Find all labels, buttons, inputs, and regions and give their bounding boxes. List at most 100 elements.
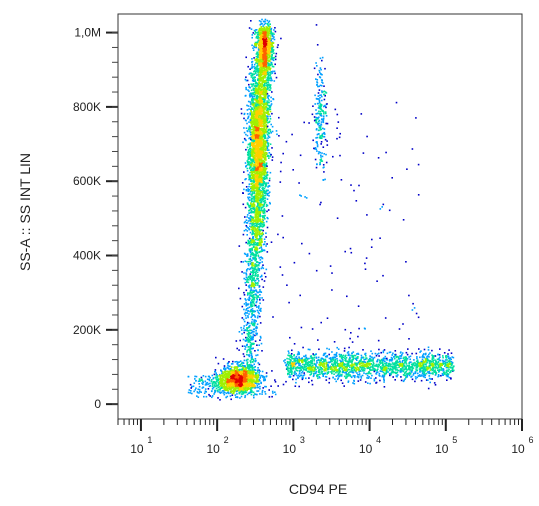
event-point xyxy=(248,292,251,295)
event-point xyxy=(256,217,259,219)
event-point xyxy=(247,154,250,157)
event-point xyxy=(264,62,267,65)
event-point xyxy=(268,120,271,123)
event-point xyxy=(222,358,225,360)
event-point xyxy=(258,114,261,117)
event-point xyxy=(246,280,248,282)
event-point xyxy=(252,189,255,191)
event-point xyxy=(249,68,251,70)
event-point xyxy=(250,76,253,78)
event-point xyxy=(263,197,266,199)
event-point xyxy=(246,202,249,204)
event-point xyxy=(249,297,251,300)
event-point xyxy=(253,324,255,327)
event-point xyxy=(255,252,258,254)
event-point xyxy=(248,212,251,214)
event-point xyxy=(262,116,264,118)
event-point xyxy=(261,36,263,39)
event-point xyxy=(253,171,256,174)
event-point xyxy=(262,173,264,176)
event-point xyxy=(254,140,257,143)
event-point xyxy=(261,99,263,102)
event-point xyxy=(265,203,268,206)
event-point xyxy=(268,56,271,59)
event-point xyxy=(260,26,262,28)
event-point xyxy=(259,191,262,193)
event-point xyxy=(248,338,251,341)
event-point xyxy=(245,272,247,274)
event-point xyxy=(267,36,270,39)
event-point xyxy=(248,94,251,97)
event-point xyxy=(265,61,267,63)
event-point xyxy=(258,20,261,22)
event-point xyxy=(261,113,264,115)
event-point xyxy=(250,238,253,240)
event-point xyxy=(260,246,263,249)
event-point xyxy=(249,150,252,152)
event-point xyxy=(260,124,262,126)
event-point xyxy=(271,147,273,149)
event-point xyxy=(266,119,269,122)
event-point xyxy=(245,178,247,180)
event-point xyxy=(265,159,267,161)
event-point xyxy=(254,241,256,244)
event-point xyxy=(250,220,252,223)
event-point xyxy=(260,173,263,176)
event-point xyxy=(247,128,250,131)
event-point xyxy=(259,55,262,58)
event-point xyxy=(265,57,267,60)
event-point xyxy=(245,94,247,97)
event-point xyxy=(261,132,264,135)
event-point xyxy=(263,76,265,78)
event-point xyxy=(243,277,245,280)
event-point xyxy=(263,47,266,50)
event-point xyxy=(263,135,266,138)
event-point xyxy=(258,133,260,135)
event-point xyxy=(247,203,249,206)
event-point xyxy=(257,93,259,95)
event-point xyxy=(247,260,250,263)
event-point xyxy=(255,70,258,72)
event-point xyxy=(251,249,253,251)
event-point xyxy=(272,70,274,73)
event-point xyxy=(262,96,265,99)
event-point xyxy=(239,397,241,399)
event-point xyxy=(251,159,253,162)
event-point xyxy=(265,87,267,90)
event-point xyxy=(267,54,269,56)
event-point xyxy=(258,307,260,309)
event-point xyxy=(258,188,260,190)
event-point xyxy=(258,209,260,212)
event-point xyxy=(257,117,260,120)
event-point xyxy=(257,200,259,203)
event-point xyxy=(266,149,269,151)
event-point xyxy=(253,179,255,181)
event-point xyxy=(270,43,273,46)
event-point xyxy=(271,91,273,93)
event-point xyxy=(258,151,260,153)
event-point xyxy=(252,130,255,132)
event-point xyxy=(259,175,261,178)
event-point xyxy=(251,281,253,283)
event-point xyxy=(245,88,247,91)
event-point xyxy=(264,82,266,85)
event-point xyxy=(260,140,263,143)
event-point xyxy=(258,247,261,249)
event-point xyxy=(246,109,249,111)
event-point xyxy=(254,43,256,45)
event-point xyxy=(261,221,264,223)
event-point xyxy=(252,211,255,213)
event-point xyxy=(248,108,250,110)
event-point xyxy=(265,126,268,128)
event-point xyxy=(254,244,257,246)
event-point xyxy=(264,77,266,79)
event-point xyxy=(254,321,256,324)
event-point xyxy=(259,315,261,318)
event-point xyxy=(248,248,251,250)
event-point xyxy=(252,257,254,259)
event-point xyxy=(250,218,253,221)
event-point xyxy=(235,396,237,398)
event-point xyxy=(253,363,255,366)
event-point xyxy=(247,337,250,340)
event-point xyxy=(258,56,261,59)
